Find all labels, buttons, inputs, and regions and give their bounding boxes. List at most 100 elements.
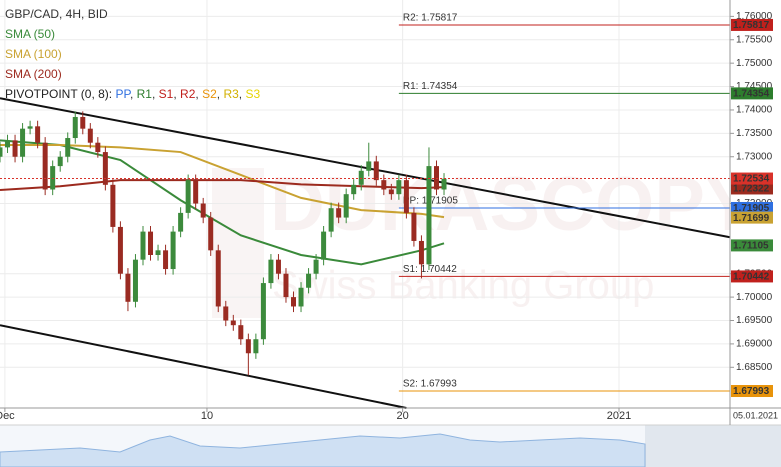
candle-body xyxy=(403,180,409,213)
sma-badge-label: 1.71699 xyxy=(733,213,770,224)
x-tick-label: 2021 xyxy=(607,410,631,422)
pivot-badge-label: 1.70442 xyxy=(733,272,770,283)
y-tick-label: 1.74500 xyxy=(736,81,773,92)
candle-body xyxy=(381,180,387,190)
candle-body xyxy=(253,339,259,354)
candle-body xyxy=(185,180,191,213)
pivot-badge-label: 1.74354 xyxy=(733,89,770,100)
candle-body xyxy=(208,217,214,251)
candle-body xyxy=(268,259,274,284)
x-tick-label: 10 xyxy=(201,410,213,422)
pivot-legend-entry: S1 xyxy=(159,87,174,101)
navigator-window xyxy=(645,425,781,467)
candle-body xyxy=(306,273,312,288)
pivot-badge-label: 1.67993 xyxy=(733,386,770,397)
legend: GBP/CAD, 4H, BID SMA (50) SMA (100) SMA (2… xyxy=(5,7,260,101)
trend-line xyxy=(0,97,731,239)
candle-body xyxy=(95,142,101,153)
candle-body xyxy=(230,320,236,326)
y-tick-label: 1.70000 xyxy=(736,292,773,303)
candle-body xyxy=(132,259,138,302)
candle-body xyxy=(366,161,372,171)
y-tick-label: 1.73000 xyxy=(736,151,773,162)
candle-body xyxy=(358,170,364,185)
candle-body xyxy=(178,212,184,232)
pivot-legend-entry: S2 xyxy=(202,87,217,101)
x-tick-label: 20 xyxy=(397,410,409,422)
candle-body xyxy=(388,189,394,195)
watermark-tagline: Swiss Banking Group xyxy=(272,264,654,308)
candle-body xyxy=(396,180,402,195)
candle-body xyxy=(215,250,221,307)
x-tick-label: Dec xyxy=(0,410,15,422)
candle-body xyxy=(298,287,304,307)
trend-line xyxy=(0,324,407,409)
candle-body xyxy=(27,126,33,129)
candle-body xyxy=(35,126,41,143)
pivot-badge xyxy=(731,270,773,283)
legend-entry: SMA (200) xyxy=(5,67,62,81)
sma-line xyxy=(0,179,445,191)
candle-body xyxy=(12,140,18,157)
candle-body xyxy=(426,166,432,265)
candle-body xyxy=(87,128,93,143)
pivot-badge xyxy=(731,201,773,214)
candle-body xyxy=(321,231,327,260)
watermark: DUKASCOPY Swiss Banking Group xyxy=(212,162,756,318)
sma-badge xyxy=(731,211,773,224)
y-tick-label: 1.68500 xyxy=(736,362,773,373)
candle-body xyxy=(110,184,116,227)
legend-entry: SMA (100) xyxy=(5,47,62,61)
candle-body xyxy=(418,240,424,265)
candle-body xyxy=(0,147,3,157)
legend-entry: SMA (50) xyxy=(5,27,55,41)
current-price-badge xyxy=(731,172,773,185)
pivot-legend: PIVOTPOINT (0, 8): PP, R1, S1, R2, S2, R… xyxy=(5,87,260,101)
candle-body xyxy=(5,140,11,148)
pivot-legend-entry: R1 xyxy=(137,87,153,101)
pivot-legend-entry: R2 xyxy=(180,87,196,101)
pivot-badge xyxy=(731,385,773,398)
candle-body xyxy=(50,166,56,190)
axes: 1.76000 1.75500 1.75000 1.74500 1.74000 1.735… xyxy=(0,11,773,422)
pivot-label: R1: 1.74354 xyxy=(403,81,458,92)
navigator-area xyxy=(0,433,646,467)
sma-badge xyxy=(731,182,773,195)
watermark-brand: DUKASCOPY xyxy=(270,162,756,247)
date-label: 05.01.2021 xyxy=(733,410,778,420)
pivot-badge-label: 1.71905 xyxy=(733,203,770,214)
candle-body xyxy=(200,203,206,218)
chart-title: GBP/CAD, 4H, BID xyxy=(5,7,108,21)
current-price-badge-label: 1.72534 xyxy=(733,174,770,185)
candle-body xyxy=(148,231,154,255)
candle-body xyxy=(411,212,417,241)
pivot-badge xyxy=(731,18,773,31)
candle-body xyxy=(336,208,342,218)
pivot-badge xyxy=(731,87,773,100)
pivot-label: R2: 1.75817 xyxy=(403,13,458,24)
pivot-legend-entry: S3 xyxy=(245,87,260,101)
candle-body xyxy=(163,250,169,270)
pivot-label: S1: 1.70442 xyxy=(403,264,457,275)
pivot-legend-entry: PP xyxy=(115,87,131,101)
y-tick-label: 1.75500 xyxy=(736,34,773,45)
pivot-legend-title: PIVOTPOINT (0, 8): xyxy=(5,87,112,101)
candle-body xyxy=(170,231,176,270)
candle-body xyxy=(65,138,71,157)
y-tick-label: 1.69500 xyxy=(736,315,773,326)
candle-body xyxy=(351,184,357,195)
candle-body xyxy=(193,180,199,204)
candle-body xyxy=(283,273,289,298)
sma-line xyxy=(0,139,445,266)
candle-body xyxy=(260,283,266,340)
navigator xyxy=(0,424,781,467)
candle-body xyxy=(57,156,63,167)
candle-body xyxy=(433,166,439,190)
candle-body xyxy=(238,325,244,340)
candle-body xyxy=(275,259,281,274)
candle-body xyxy=(313,259,319,274)
sma-badge-label: 1.72322 xyxy=(733,184,770,195)
y-tick-label: 1.73500 xyxy=(736,128,773,139)
